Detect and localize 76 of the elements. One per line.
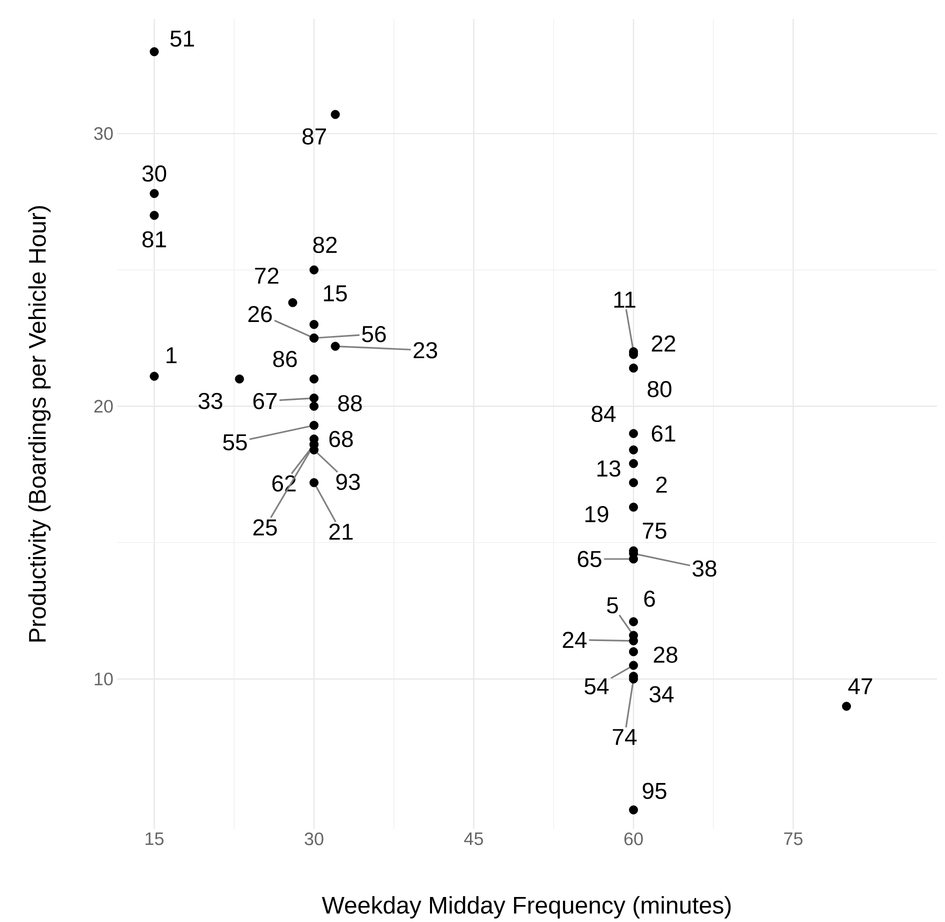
point [629, 364, 638, 373]
point [234, 374, 244, 384]
annotation: 68 [329, 430, 353, 448]
point [310, 478, 319, 488]
annotation: 54 [584, 678, 609, 694]
annotation: 25 [253, 519, 277, 536]
annotation: 11 [614, 292, 636, 308]
annotation: 84 [592, 406, 616, 422]
y-tick-label: 20 [94, 400, 113, 413]
annotation: 81 [142, 231, 166, 248]
annotation: 21 [329, 524, 353, 540]
annotation: 47 [848, 678, 872, 694]
annotation: 95 [642, 782, 666, 800]
annotation: 93 [336, 474, 360, 490]
point [330, 110, 340, 120]
point [629, 806, 638, 814]
point [330, 342, 340, 351]
point [629, 429, 638, 438]
annotation: 82 [313, 236, 337, 254]
annotation: 80 [648, 381, 672, 398]
annotation: 13 [597, 460, 620, 477]
point [629, 660, 638, 670]
annotation: 87 [302, 128, 326, 145]
x-axis-title: Weekday Midday Frequency (minutes) [322, 896, 731, 919]
x-tick-label: 60 [624, 832, 643, 846]
point [629, 446, 638, 454]
point [150, 210, 159, 220]
y-tick-label: 30 [94, 127, 113, 140]
point [150, 372, 159, 381]
annotation: 56 [362, 326, 386, 342]
point [288, 298, 298, 308]
annotation: 6 [644, 590, 655, 607]
annotation: 2 [656, 476, 667, 493]
annotation: 74 [612, 729, 637, 746]
point [310, 374, 319, 384]
annotation: 51 [170, 30, 194, 47]
annotation: 67 [253, 393, 277, 410]
point [842, 702, 851, 711]
annotation: 33 [198, 392, 222, 410]
annotation: 26 [248, 306, 272, 322]
annotation: 28 [654, 646, 678, 663]
x-tick-label: 15 [146, 832, 164, 846]
annotation: 34 [650, 686, 674, 702]
annotation: 38 [692, 560, 716, 577]
annotation: 65 [578, 550, 602, 568]
point [629, 478, 638, 488]
point [310, 420, 319, 430]
y-tick-label: 10 [94, 672, 113, 686]
annotation: 61 [652, 425, 676, 442]
annotation: 30 [142, 165, 166, 182]
annotation: 88 [338, 395, 362, 412]
point [629, 617, 638, 626]
point [310, 320, 319, 330]
y-axis-title: Productivity (Boardings per Vehicle Hour) [28, 206, 51, 642]
point [150, 189, 159, 198]
annotation: 86 [273, 350, 297, 368]
annotation: 5 [607, 597, 618, 614]
point [150, 47, 159, 56]
annotation: 19 [585, 506, 608, 522]
point [629, 502, 638, 512]
annotation: 22 [652, 336, 676, 352]
annotation: 24 [562, 632, 587, 648]
annotation: 15 [324, 286, 347, 302]
point [310, 266, 319, 274]
point [310, 394, 319, 403]
point [310, 402, 319, 411]
point [629, 459, 638, 468]
annotation: 72 [255, 268, 278, 284]
annotation: 1 [166, 347, 177, 364]
x-tick-label: 30 [304, 832, 324, 846]
annotation: 75 [642, 522, 666, 539]
point [629, 647, 638, 656]
x-tick-label: 45 [464, 832, 484, 846]
x-tick-label: 75 [784, 832, 802, 846]
annotation: 23 [414, 342, 438, 358]
annotation: 55 [223, 434, 247, 450]
